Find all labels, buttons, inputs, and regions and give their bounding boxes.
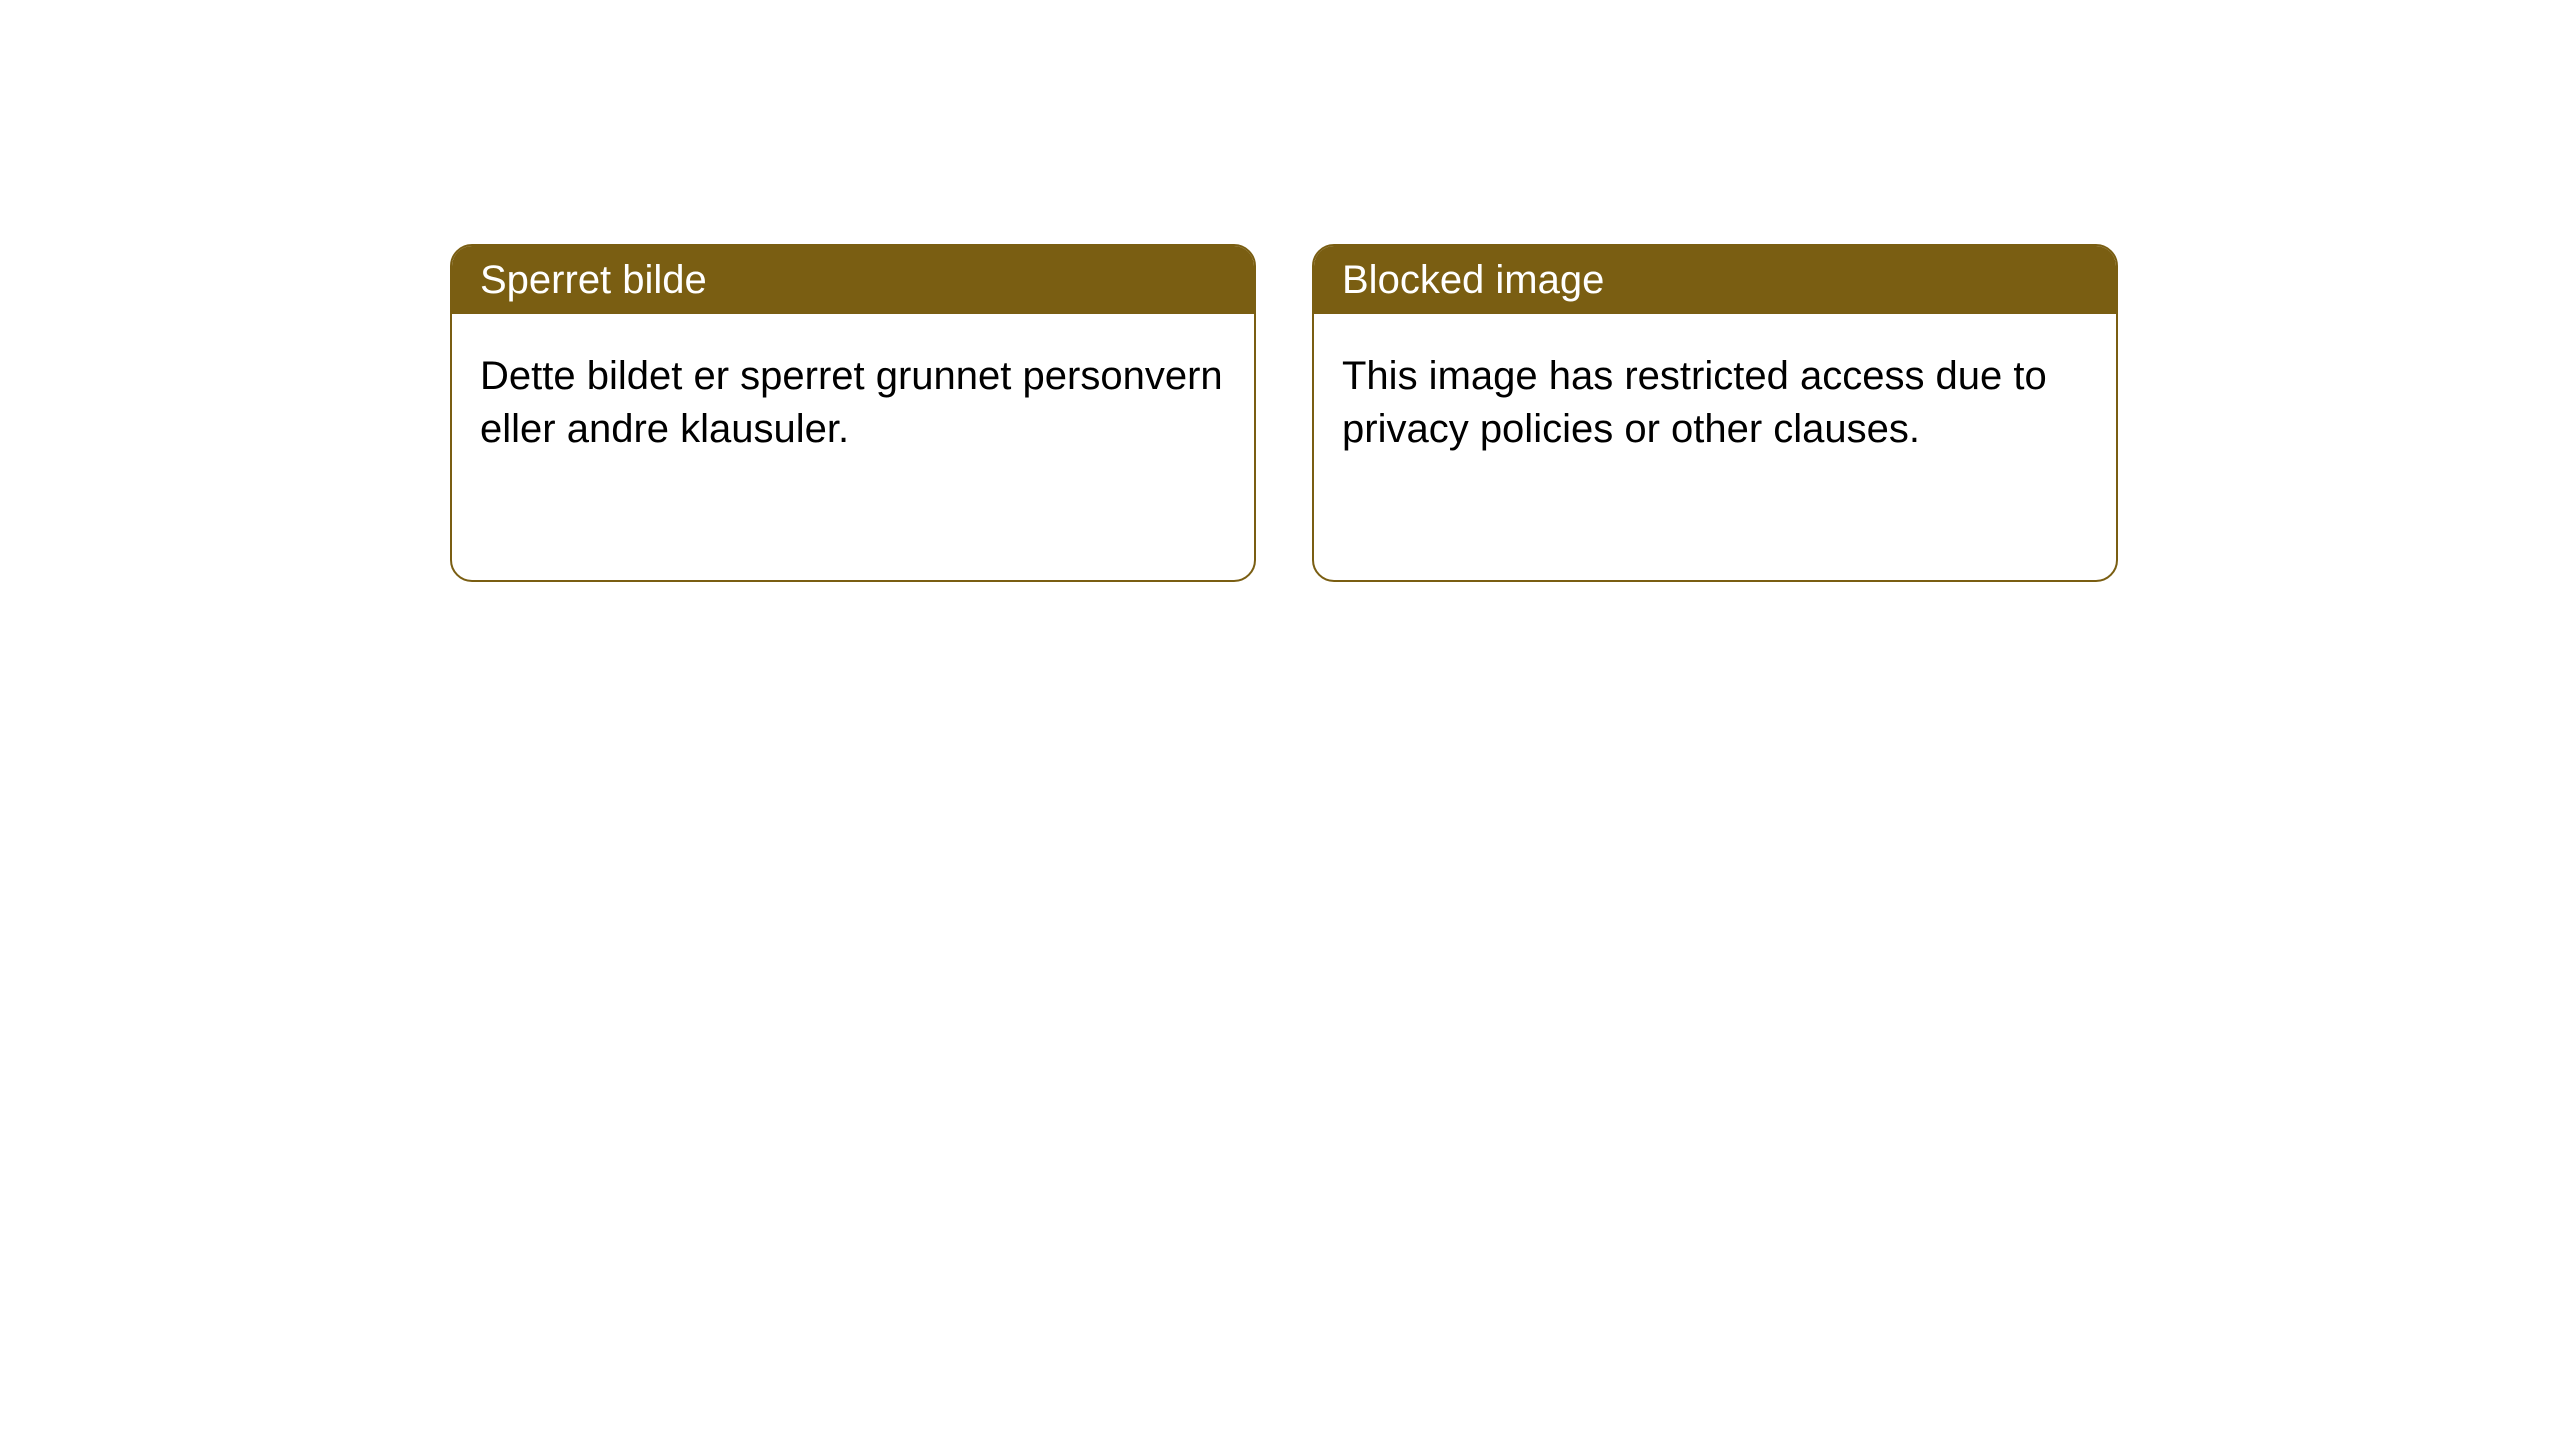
notice-cards-row: Sperret bilde Dette bildet er sperret gr… bbox=[0, 0, 2560, 582]
blocked-image-card-norwegian: Sperret bilde Dette bildet er sperret gr… bbox=[450, 244, 1256, 582]
card-title: Sperret bilde bbox=[452, 246, 1254, 314]
card-body-text: This image has restricted access due to … bbox=[1314, 314, 2116, 484]
card-title: Blocked image bbox=[1314, 246, 2116, 314]
blocked-image-card-english: Blocked image This image has restricted … bbox=[1312, 244, 2118, 582]
card-body-text: Dette bildet er sperret grunnet personve… bbox=[452, 314, 1254, 484]
